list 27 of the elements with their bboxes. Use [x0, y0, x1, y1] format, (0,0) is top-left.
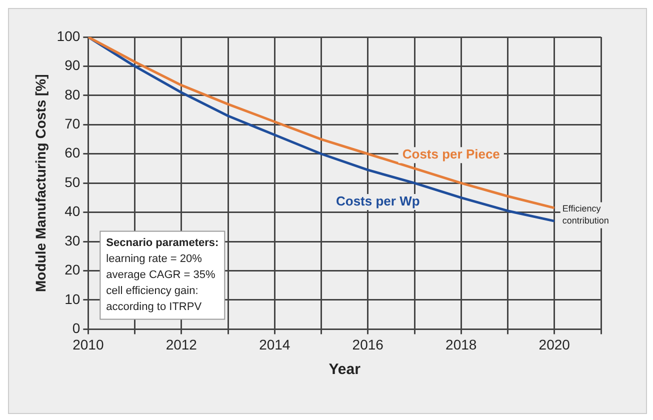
y-tick-label: 50 — [64, 174, 80, 190]
y-axis-title: Module Manufacturing Costs [%] — [32, 74, 48, 292]
x-axis-title: Year — [328, 361, 361, 378]
y-tick-label: 100 — [56, 28, 80, 44]
annotation: cell efficiency gain: — [106, 285, 198, 298]
x-tick-label: 2018 — [446, 336, 477, 352]
x-tick-label: 2016 — [352, 336, 384, 352]
y-tick-label: 0 — [72, 320, 80, 336]
y-tick-label: 30 — [64, 232, 80, 248]
annotation: according to ITRPV — [106, 301, 202, 314]
x-tick-label: 2020 — [538, 336, 570, 352]
x-tick-label: 2012 — [166, 336, 198, 352]
x-tick-label: 2014 — [259, 336, 290, 352]
y-tick-label: 40 — [64, 203, 80, 220]
y-tick-label: 80 — [64, 86, 80, 102]
y-tick-label: 20 — [64, 262, 80, 278]
series-label: Costs per Wp — [336, 194, 420, 209]
series-label: Costs per Piece — [402, 146, 500, 162]
annotation: Efficiency contribution — [562, 204, 609, 226]
annotation: learning rate = 20% — [106, 253, 202, 266]
y-tick-label: 60 — [64, 144, 80, 161]
y-tick-label: 70 — [64, 116, 80, 132]
annotation: Secnario parameters: — [106, 237, 219, 250]
y-tick-label: 90 — [64, 57, 80, 74]
x-tick-label: 2010 — [72, 336, 104, 352]
annotation: average CAGR = 35% — [106, 269, 216, 282]
y-tick-label: 10 — [64, 290, 80, 307]
